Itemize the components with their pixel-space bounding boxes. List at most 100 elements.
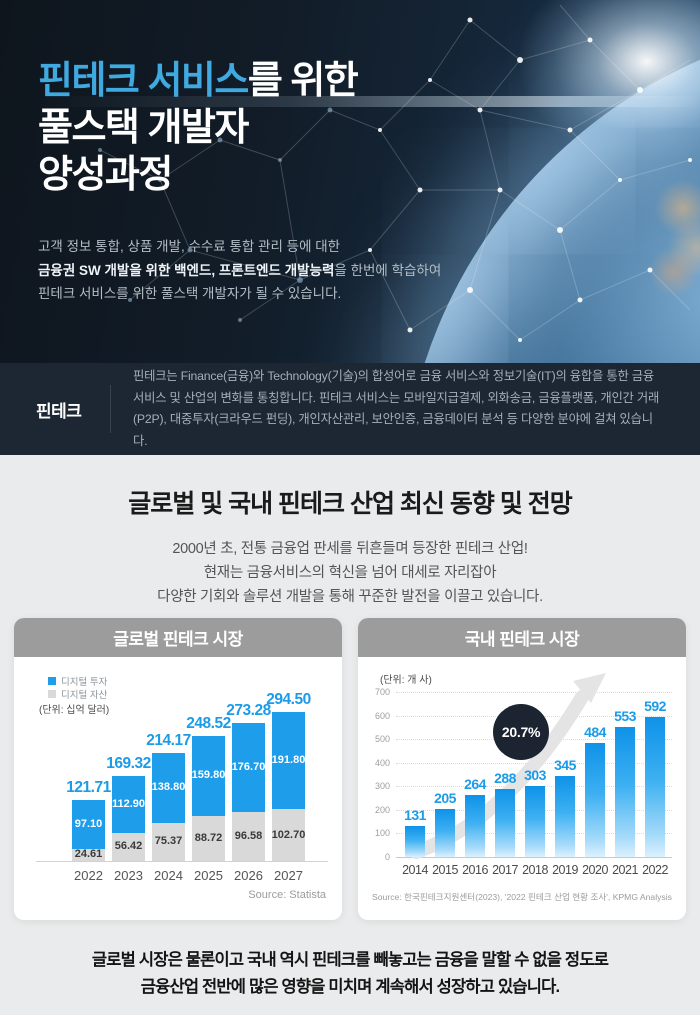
hero-title: 핀테크 서비스를 위한 풀스택 개발자 양성과정 (38, 58, 359, 199)
city-lights-decoration (620, 160, 700, 320)
footer-line1: 글로벌 시장은 물론이고 국내 역시 핀테크를 빼놓고는 금융을 말할 수 없을… (91, 951, 609, 969)
bar-segment-investment: 191.80 (272, 712, 305, 810)
intro-line3: 다양한 기회와 솔루션 개발을 통해 꾸준한 발전을 이끌고 있습니다. (157, 589, 543, 605)
bar-total-label: 294.50 (266, 691, 311, 709)
bar (525, 785, 545, 857)
bar-segment-investment: 159.80 (192, 735, 225, 817)
x-axis-tick-label: 2017 (492, 863, 518, 877)
bar-segment-asset: 56.42 (112, 832, 145, 861)
x-axis-tick-label: 2020 (582, 863, 608, 877)
bar-column: 553 (614, 708, 636, 857)
y-axis-label: 500 (374, 734, 390, 745)
unit-label: (단위: 십억 달러) (39, 705, 110, 716)
bar-value-label: 553 (614, 707, 636, 724)
x-axis-tick-label: 2015 (432, 863, 458, 877)
bar-column: 303 (524, 767, 546, 857)
x-axis-tick-label: 2018 (522, 863, 548, 877)
x-axis-tick-label: 2019 (552, 863, 578, 877)
domestic-chart-card: 국내 핀테크 시장 (단위: 개 사) 0 100 200 300 400 500 600 7… (358, 618, 686, 920)
bar-column: 592 (644, 698, 666, 857)
hero-desc-line2-rest: 을 한번에 학습하여 (334, 262, 442, 278)
x-axis-tick-label: 2026 (234, 868, 263, 883)
hero-title-highlight: 핀테크 서비스 (38, 60, 249, 102)
x-axis-labels: 2014 2015 2016 2017 2018 2019 2020 2021 2022 (400, 863, 670, 877)
bar-value-label: 264 (464, 775, 486, 792)
hero-title-line1-rest: 를 위한 (247, 60, 359, 102)
section-heading: 글로벌 및 국내 핀테크 산업 최신 동향 및 전망 (128, 490, 573, 518)
legend-label-asset: 디지털 자산 (61, 689, 108, 701)
legend-swatch-gray-icon (48, 689, 56, 698)
definition-text: 핀테크는 Finance(금융)와 Technology(기술)의 합성어로 금… (133, 369, 660, 448)
bar (585, 742, 605, 857)
domestic-chart-title: 국내 핀테크 시장 (358, 618, 686, 657)
network-mesh-icon (98, 4, 692, 342)
intro-line1: 2000년 초, 전통 금융업 판세를 뒤흔들며 등장한 핀테크 산업! (172, 541, 528, 557)
legend-item-investment: 디지털 투자 (48, 674, 108, 688)
global-chart-title: 글로벌 핀테크 시장 (14, 618, 342, 657)
bar-column: 264 (464, 776, 486, 857)
global-chart-body: 디지털 투자 디지털 자산 (단위: 십억 달러) 121.71 97.10 24.… (14, 657, 342, 920)
bar-column: 345 (554, 757, 576, 857)
bar-segment-investment: 138.80 (152, 752, 185, 823)
bar-column: 288 (494, 770, 516, 857)
bar-total-label: 169.32 (106, 754, 151, 772)
bar-segment-asset: 102.70 (272, 809, 305, 861)
x-axis-tick-label: 2024 (154, 868, 183, 883)
x-axis-tick-label: 2016 (462, 863, 488, 877)
x-axis-tick-label: 2022 (74, 868, 103, 883)
section-intro: 2000년 초, 전통 금융업 판세를 뒤흔들며 등장한 핀테크 산업! 현재는… (0, 537, 700, 609)
bar-segment-asset: 88.72 (192, 816, 225, 861)
vertical-divider (110, 385, 111, 433)
hero-desc-line3: 핀테크 서비스를 위한 풀스택 개발자가 될 수 있습니다. (38, 286, 342, 301)
bar (495, 789, 515, 857)
x-axis-tick-label: 2014 (402, 863, 428, 877)
y-axis-label: 700 (374, 687, 390, 697)
hero-desc-line2-bold: 금융권 SW 개발을 위한 백엔드, 프론트엔드 개발능력 (38, 262, 335, 278)
gridline (396, 692, 672, 693)
intro-line2: 현재는 금융서비스의 혁신을 넘어 대세로 자리잡아 (203, 565, 497, 581)
bar-value-label: 345 (554, 756, 576, 773)
hero-section: 핀테크 서비스를 위한 풀스택 개발자 양성과정 고객 정보 통합, 상품 개발… (0, 0, 700, 363)
bar-column: 131 (404, 807, 426, 857)
hero-desc-line1: 고객 정보 통합, 상품 개발, 수수료 통합 관리 등에 대한 (38, 239, 341, 254)
source-label: Source: Statista (248, 889, 326, 901)
bar-segment-asset: 24.61 (72, 848, 105, 861)
gridline (396, 857, 672, 858)
sun-flare (520, 0, 700, 160)
bar-total-label: 248.52 (186, 714, 231, 732)
bar-total-label: 273.28 (226, 702, 271, 720)
domestic-chart-body: (단위: 개 사) 0 100 200 300 400 500 600 700 131 205 2… (358, 657, 686, 920)
bar (615, 726, 635, 857)
hero-title-line2: 풀스택 개발자 (38, 107, 249, 149)
global-chart-card: 글로벌 핀테크 시장 디지털 투자 디지털 자산 (단위: 십억 달러) 121… (14, 618, 342, 920)
y-axis-label: 0 (384, 852, 390, 862)
definition-bar: 핀테크 핀테크는 Finance(금융)와 Technology(기술)의 합성… (0, 363, 700, 455)
y-axis-label: 100 (374, 828, 390, 839)
legend-label-investment: 디지털 투자 (61, 676, 108, 688)
bar-column: 169.32 112.90 56.42 (106, 755, 151, 861)
x-axis-tick-label: 2027 (274, 868, 303, 883)
bar-value-label: 288 (494, 770, 516, 787)
definition-term: 핀테크 (36, 401, 82, 421)
bar-value-label: 131 (404, 807, 426, 824)
bar-segment-investment: 97.10 (72, 799, 105, 849)
bar-column: 121.71 97.10 24.61 (66, 779, 111, 861)
bar-total-label: 214.17 (146, 731, 191, 749)
bar-value-label: 484 (584, 723, 606, 740)
hero-title-line3: 양성과정 (38, 154, 173, 196)
y-axis-label: 400 (374, 757, 390, 768)
bar-column: 273.28 176.70 96.58 (226, 702, 271, 861)
bar-segment-investment: 112.90 (112, 775, 145, 833)
bar (465, 794, 485, 857)
bar-total-label: 121.71 (66, 778, 111, 796)
growth-badge: 20.7% (493, 704, 549, 760)
bar-segment-asset: 75.37 (152, 822, 185, 861)
lens-flare-streak (40, 96, 700, 107)
x-axis-tick-label: 2025 (194, 868, 223, 883)
bar (555, 775, 575, 857)
footer-line2: 금융산업 전반에 많은 영향을 미치며 계속해서 성장하고 있습니다. (140, 978, 560, 996)
stacked-bars: 121.71 97.10 24.61 169.32 112.90 56.42 214.17 1… (66, 657, 311, 861)
bar-value-label: 303 (524, 766, 546, 783)
unit-label: (단위: 개 사) (380, 675, 432, 686)
bar-column: 294.50 191.80 102.70 (266, 691, 311, 861)
